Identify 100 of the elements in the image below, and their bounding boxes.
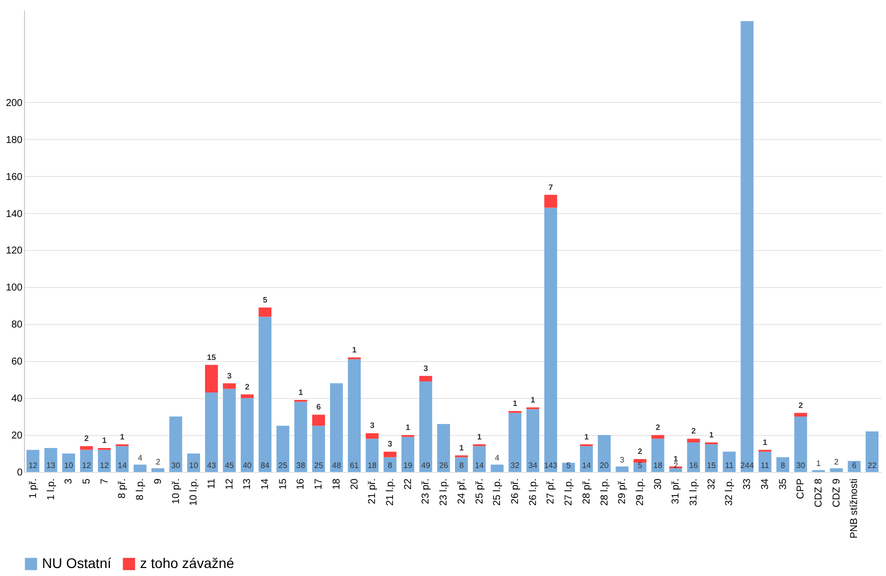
bar [330, 383, 343, 472]
data-label: 49 [421, 461, 431, 470]
bar [794, 412, 808, 417]
x-tick-label: 14 [260, 478, 272, 490]
x-tick-label: 34 [760, 478, 771, 490]
bar [616, 466, 629, 472]
bar [366, 433, 379, 439]
x-tick-label: 30 [652, 478, 664, 490]
bar [258, 308, 272, 317]
data-label: 40 [242, 461, 252, 470]
data-label: 3 [620, 455, 625, 464]
data-label: 8 [459, 461, 464, 470]
data-label: 10 [64, 461, 74, 470]
x-tick-label: PNB stížnosti [849, 478, 860, 539]
data-label: 11 [725, 461, 734, 470]
data-label: 1 [709, 430, 714, 440]
x-tick-label: 28 l.p. [599, 478, 610, 506]
bar [704, 444, 718, 472]
x-tick-label: CPP [796, 478, 807, 500]
data-label: 26 [439, 461, 449, 470]
data-label: 5 [262, 296, 268, 305]
bar [169, 416, 182, 472]
bar [634, 459, 646, 463]
bar [437, 424, 450, 472]
x-tick-label: 5 [81, 478, 92, 484]
bar [669, 468, 682, 472]
bar [830, 468, 843, 472]
data-label: 2 [638, 447, 643, 456]
x-tick-label: 3 [64, 478, 75, 484]
data-label: 25 [278, 461, 288, 470]
y-tick-label: 100 [6, 282, 23, 294]
data-label: 14 [474, 461, 484, 470]
data-label: 5 [638, 461, 643, 470]
x-tick-label: 29 l.p. [634, 478, 646, 506]
data-label: 244 [740, 461, 754, 470]
data-label: 6 [852, 461, 857, 470]
y-tick-label: 80 [11, 320, 23, 331]
x-tick-label: 25 l.p. [492, 478, 504, 506]
bar [312, 426, 326, 472]
data-label: 61 [350, 461, 360, 470]
bar [508, 412, 522, 472]
bar [222, 383, 236, 389]
x-tick-label: 33 [742, 478, 754, 490]
x-tick-label: 21 l.p. [385, 478, 396, 506]
bar [687, 438, 700, 442]
x-tick-label: 8 př. [117, 478, 128, 499]
x-tick-label: 17 [314, 478, 325, 490]
x-tick-label: 20 [349, 478, 360, 490]
bar [794, 416, 808, 472]
y-tick-label: 120 [6, 246, 23, 257]
x-tick-label: 35 [778, 478, 789, 490]
bar [544, 208, 558, 472]
x-tick-label: 16 [296, 478, 307, 490]
data-label: 1 [584, 432, 590, 442]
bar [384, 452, 396, 458]
x-tick-label: 8 l.p. [135, 478, 146, 500]
bar [348, 359, 361, 472]
x-tick-label: 22 [402, 478, 414, 490]
bar [62, 454, 76, 472]
data-label: 34 [528, 461, 538, 470]
x-tick-label: 25 př. [474, 478, 486, 504]
data-label: 2 [244, 382, 250, 392]
data-label: 16 [689, 461, 699, 470]
data-label: 2 [691, 426, 696, 436]
x-tick-label: 27 př. [546, 478, 557, 504]
data-label: 1 [816, 459, 822, 468]
data-label: 2 [798, 400, 804, 410]
data-label: 12 [100, 461, 110, 470]
bar [134, 464, 146, 472]
data-label: 1 [512, 399, 518, 408]
data-label: 20 [600, 461, 610, 470]
legend-label: z toho závažné [140, 555, 234, 571]
data-label: 18 [368, 461, 378, 470]
bar [687, 442, 700, 472]
bar [455, 457, 468, 472]
bar [80, 446, 93, 450]
bar [740, 21, 754, 472]
y-tick-label: 40 [11, 394, 23, 405]
bar [26, 450, 40, 472]
x-tick-label: 18 [331, 478, 342, 490]
bar [240, 398, 254, 472]
bar [258, 316, 272, 472]
bar [187, 454, 200, 472]
data-label: 143 [544, 461, 558, 470]
x-tick-label: 9 [152, 478, 164, 484]
bar [312, 414, 326, 426]
data-label: 1 [102, 436, 108, 445]
data-label: 1 [673, 454, 678, 464]
x-tick-label: 32 [706, 478, 718, 490]
bar [240, 394, 254, 398]
data-label: 19 [403, 461, 413, 470]
y-tick-label: 20 [11, 430, 23, 442]
bar [294, 402, 308, 472]
bar [401, 436, 414, 472]
x-tick-label: 1 l.p. [46, 478, 57, 500]
data-label: 14 [118, 461, 128, 470]
bar [598, 435, 611, 472]
x-tick-label: 31 př. [670, 478, 682, 504]
x-tick-label: 15 [278, 478, 289, 490]
bar [490, 464, 504, 472]
